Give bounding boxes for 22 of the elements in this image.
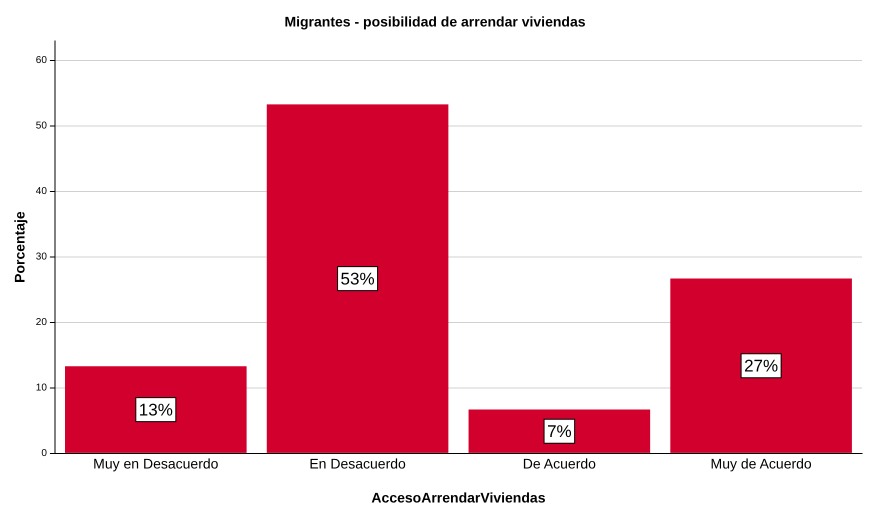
x-axis-title: AccesoArrendarViviendas [371, 489, 546, 506]
bar [468, 410, 650, 453]
y-tick-label: 0 [41, 448, 48, 460]
y-tick-label: 50 [36, 120, 48, 132]
bar [266, 104, 448, 453]
bar [65, 366, 247, 453]
x-tick-label: Muy en Desacuerdo [93, 456, 219, 472]
data-label: 7% [547, 422, 572, 441]
y-tick-label: 60 [36, 55, 48, 66]
y-tick-label: 10 [36, 382, 48, 394]
x-tick-label: En Desacuerdo [309, 456, 406, 472]
data-label: 53% [340, 269, 375, 288]
data-label: 13% [138, 400, 173, 420]
y-tick-label: 20 [36, 317, 48, 328]
x-tick-label: Muy de Acuerdo [710, 456, 812, 472]
y-tick-label: 40 [36, 186, 48, 198]
y-tick-label: 30 [36, 252, 48, 263]
chart-title: Migrantes - posibilidad de arrendar viviendas [284, 13, 586, 30]
data-label: 27% [744, 356, 778, 376]
bar [670, 278, 852, 453]
x-tick-label: De Acuerdo [522, 456, 596, 472]
y-axis-title: Porcentaje [11, 211, 28, 283]
